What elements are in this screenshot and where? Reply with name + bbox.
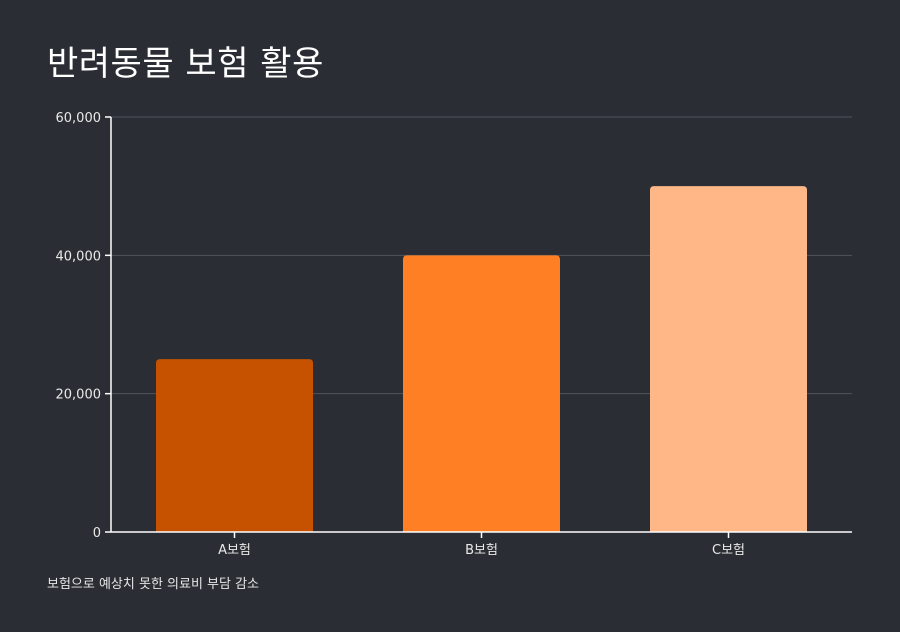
bar	[403, 255, 560, 533]
bars	[156, 186, 807, 533]
bar	[650, 186, 807, 532]
x-tick-label: C보험	[712, 543, 745, 558]
y-tick-label: 40,000	[56, 249, 102, 264]
chart-title: 반려동물 보험 활용	[47, 44, 324, 84]
y-tick-label: 60,000	[56, 111, 102, 126]
y-axis-ticks: 0 20,000 40,000 60,000	[56, 111, 111, 541]
y-tick-label: 0	[93, 526, 101, 541]
bar	[156, 359, 313, 532]
x-tick-label: A보험	[218, 543, 251, 558]
x-tick-label: B보험	[465, 543, 498, 558]
chart-caption: 보험으로 예상치 못한 의료비 부담 감소	[47, 577, 260, 592]
x-axis-ticks: A보험 B보험 C보험	[218, 532, 745, 558]
y-tick-label: 20,000	[56, 388, 102, 403]
